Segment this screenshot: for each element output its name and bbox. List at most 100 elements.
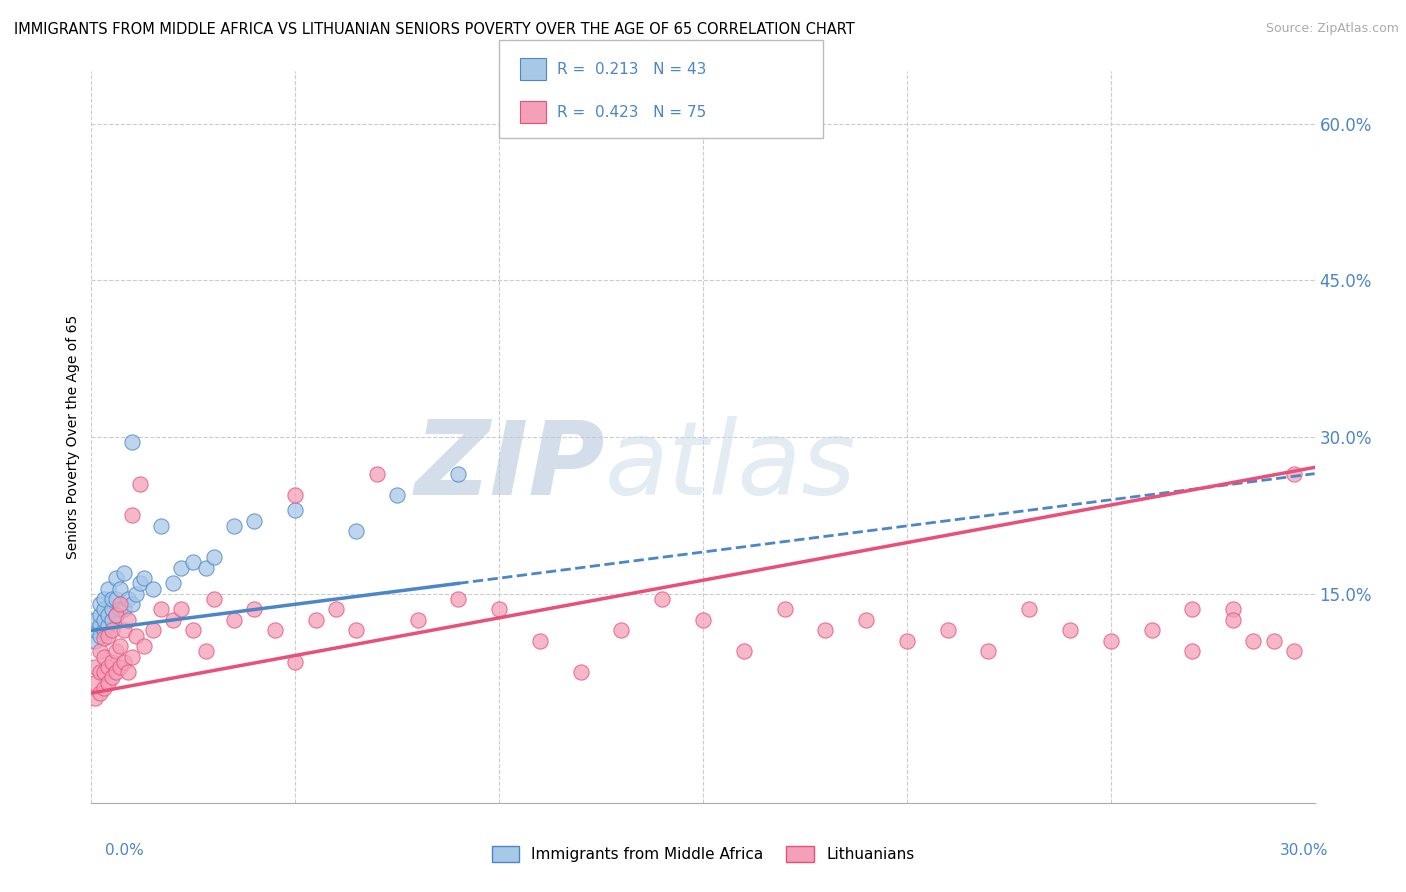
Point: [170, 602, 193, 616]
Point: [101, 592, 124, 607]
Point: [84, 633, 107, 648]
Point: [101, 655, 124, 669]
Point: [121, 508, 143, 523]
Point: [93, 681, 115, 695]
Point: [1140, 624, 1163, 638]
Point: [84, 613, 107, 627]
Point: [104, 607, 127, 622]
Point: [385, 487, 409, 501]
Point: [162, 613, 184, 627]
Point: [93, 624, 115, 638]
Point: [108, 602, 131, 616]
Point: [104, 592, 127, 607]
Point: [93, 602, 115, 616]
Point: [84, 675, 107, 690]
Point: [304, 613, 326, 627]
Point: [814, 624, 837, 638]
Point: [1263, 633, 1285, 648]
Text: R =  0.423   N = 75: R = 0.423 N = 75: [557, 104, 706, 120]
Point: [104, 644, 127, 658]
Point: [855, 613, 877, 627]
Point: [325, 602, 347, 616]
Point: [651, 592, 673, 607]
Point: [406, 613, 429, 627]
Point: [610, 624, 633, 638]
Text: atlas: atlas: [605, 417, 856, 516]
Point: [101, 613, 124, 627]
Point: [447, 467, 470, 481]
Point: [101, 670, 124, 684]
Point: [194, 560, 217, 574]
Point: [97, 675, 120, 690]
Point: [529, 633, 551, 648]
Point: [97, 629, 120, 643]
Text: R =  0.213   N = 43: R = 0.213 N = 43: [557, 62, 706, 77]
Point: [936, 624, 959, 638]
Point: [121, 435, 143, 450]
Point: [1243, 633, 1265, 648]
Point: [1099, 633, 1122, 648]
Point: [89, 629, 111, 643]
Point: [117, 665, 139, 680]
Point: [1181, 602, 1204, 616]
Point: [89, 686, 111, 700]
Point: [117, 592, 139, 607]
Point: [101, 624, 124, 638]
Point: [773, 602, 796, 616]
Point: [93, 631, 115, 645]
Point: [112, 602, 135, 616]
Point: [346, 524, 368, 538]
Point: [141, 624, 163, 638]
Point: [134, 571, 156, 585]
Point: [366, 467, 388, 481]
Point: [104, 571, 127, 585]
Point: [93, 592, 115, 607]
Point: [243, 602, 266, 616]
Point: [112, 566, 135, 580]
Point: [284, 487, 307, 501]
Point: [101, 602, 124, 616]
Point: [97, 607, 120, 622]
Point: [1018, 602, 1040, 616]
Point: [89, 644, 111, 658]
Point: [84, 660, 107, 674]
Point: [170, 560, 193, 574]
Text: Source: ZipAtlas.com: Source: ZipAtlas.com: [1265, 22, 1399, 36]
Point: [108, 597, 131, 611]
Point: [89, 607, 111, 622]
Point: [108, 582, 131, 596]
Text: ZIP: ZIP: [415, 416, 605, 516]
Point: [202, 592, 225, 607]
Point: [121, 597, 143, 611]
Point: [108, 639, 131, 653]
Point: [93, 665, 115, 680]
Point: [733, 644, 755, 658]
Point: [149, 519, 172, 533]
Point: [93, 613, 115, 627]
Point: [1222, 613, 1244, 627]
Point: [97, 582, 120, 596]
Point: [346, 624, 368, 638]
Point: [194, 644, 217, 658]
Point: [447, 592, 470, 607]
Point: [183, 624, 205, 638]
Point: [134, 639, 156, 653]
Point: [89, 665, 111, 680]
Point: [1181, 644, 1204, 658]
Point: [222, 613, 246, 627]
Point: [125, 629, 148, 643]
Text: IMMIGRANTS FROM MIDDLE AFRICA VS LITHUANIAN SENIORS POVERTY OVER THE AGE OF 65 C: IMMIGRANTS FROM MIDDLE AFRICA VS LITHUAN…: [14, 22, 855, 37]
Point: [112, 655, 135, 669]
Point: [84, 624, 107, 638]
Point: [89, 618, 111, 632]
Point: [97, 618, 120, 632]
Point: [108, 660, 131, 674]
Point: [112, 624, 135, 638]
Point: [1059, 624, 1081, 638]
Point: [117, 613, 139, 627]
Point: [692, 613, 714, 627]
Text: 30.0%: 30.0%: [1281, 843, 1329, 858]
Point: [93, 649, 115, 664]
Point: [977, 644, 1000, 658]
Point: [129, 477, 152, 491]
